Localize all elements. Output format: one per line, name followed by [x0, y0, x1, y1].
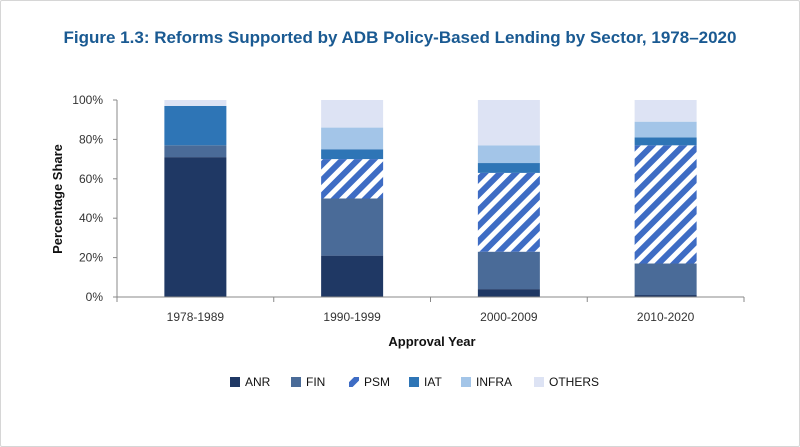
legend-label-others: OTHERS — [549, 375, 599, 389]
legend-label-fin: FIN — [306, 375, 325, 389]
bar-iat-2000-2009 — [477, 163, 540, 173]
bar-psm-2010-2020 — [634, 145, 697, 264]
bar-iat-1978-1989 — [164, 105, 227, 146]
x-tick-label: 2000-2009 — [480, 310, 538, 324]
bar-others-2000-2009 — [477, 100, 540, 146]
bar-fin-1978-1989 — [164, 145, 227, 158]
legend-label-iat: IAT — [424, 375, 442, 389]
bar-others-2010-2020 — [634, 100, 697, 122]
x-tick-label: 1978-1989 — [167, 310, 225, 324]
y-tick-label: 60% — [79, 172, 103, 186]
x-tick-label: 2010-2020 — [637, 310, 695, 324]
y-tick-label: 20% — [79, 251, 103, 265]
y-axis-title: Percentage Share — [50, 144, 65, 254]
bar-others-1978-1989 — [164, 100, 227, 106]
chart-title: Figure 1.3: Reforms Supported by ADB Pol… — [63, 28, 737, 47]
bar-anr-1978-1989 — [164, 157, 227, 297]
bar-psm-1990-1999 — [321, 159, 384, 199]
legend-swatch-fin — [291, 377, 301, 387]
x-tick-label: 1990-1999 — [323, 310, 381, 324]
bar-infra-2000-2009 — [477, 145, 540, 164]
bar-infra-2010-2020 — [634, 121, 697, 138]
bar-others-1990-1999 — [321, 100, 384, 128]
legend-swatch-anr — [230, 377, 240, 387]
y-tick-label: 40% — [79, 211, 103, 225]
legend-swatch-others — [534, 377, 544, 387]
legend-label-psm: PSM — [364, 375, 390, 389]
legend: ANR FIN PSM IAT INFRA OTHERS — [230, 375, 599, 389]
bar-infra-1990-1999 — [321, 127, 384, 150]
legend-swatch-infra — [461, 377, 471, 387]
bar-psm-2000-2009 — [477, 172, 540, 252]
legend-swatch-psm — [349, 377, 359, 387]
bar-fin-2010-2020 — [634, 263, 697, 296]
y-tick-label: 0% — [86, 290, 104, 304]
bar-fin-1990-1999 — [321, 198, 384, 256]
legend-label-anr: ANR — [245, 375, 271, 389]
bar-anr-2010-2020 — [634, 295, 697, 297]
y-tick-label: 100% — [72, 93, 103, 107]
x-axis-title: Approval Year — [388, 334, 475, 349]
bar-anr-2000-2009 — [477, 289, 540, 297]
legend-swatch-iat — [409, 377, 419, 387]
y-tick-label: 80% — [79, 132, 103, 146]
bar-anr-1990-1999 — [321, 255, 384, 297]
bar-iat-2010-2020 — [634, 137, 697, 146]
bar-iat-1990-1999 — [321, 149, 384, 160]
legend-label-infra: INFRA — [476, 375, 512, 389]
bar-fin-2000-2009 — [477, 251, 540, 290]
